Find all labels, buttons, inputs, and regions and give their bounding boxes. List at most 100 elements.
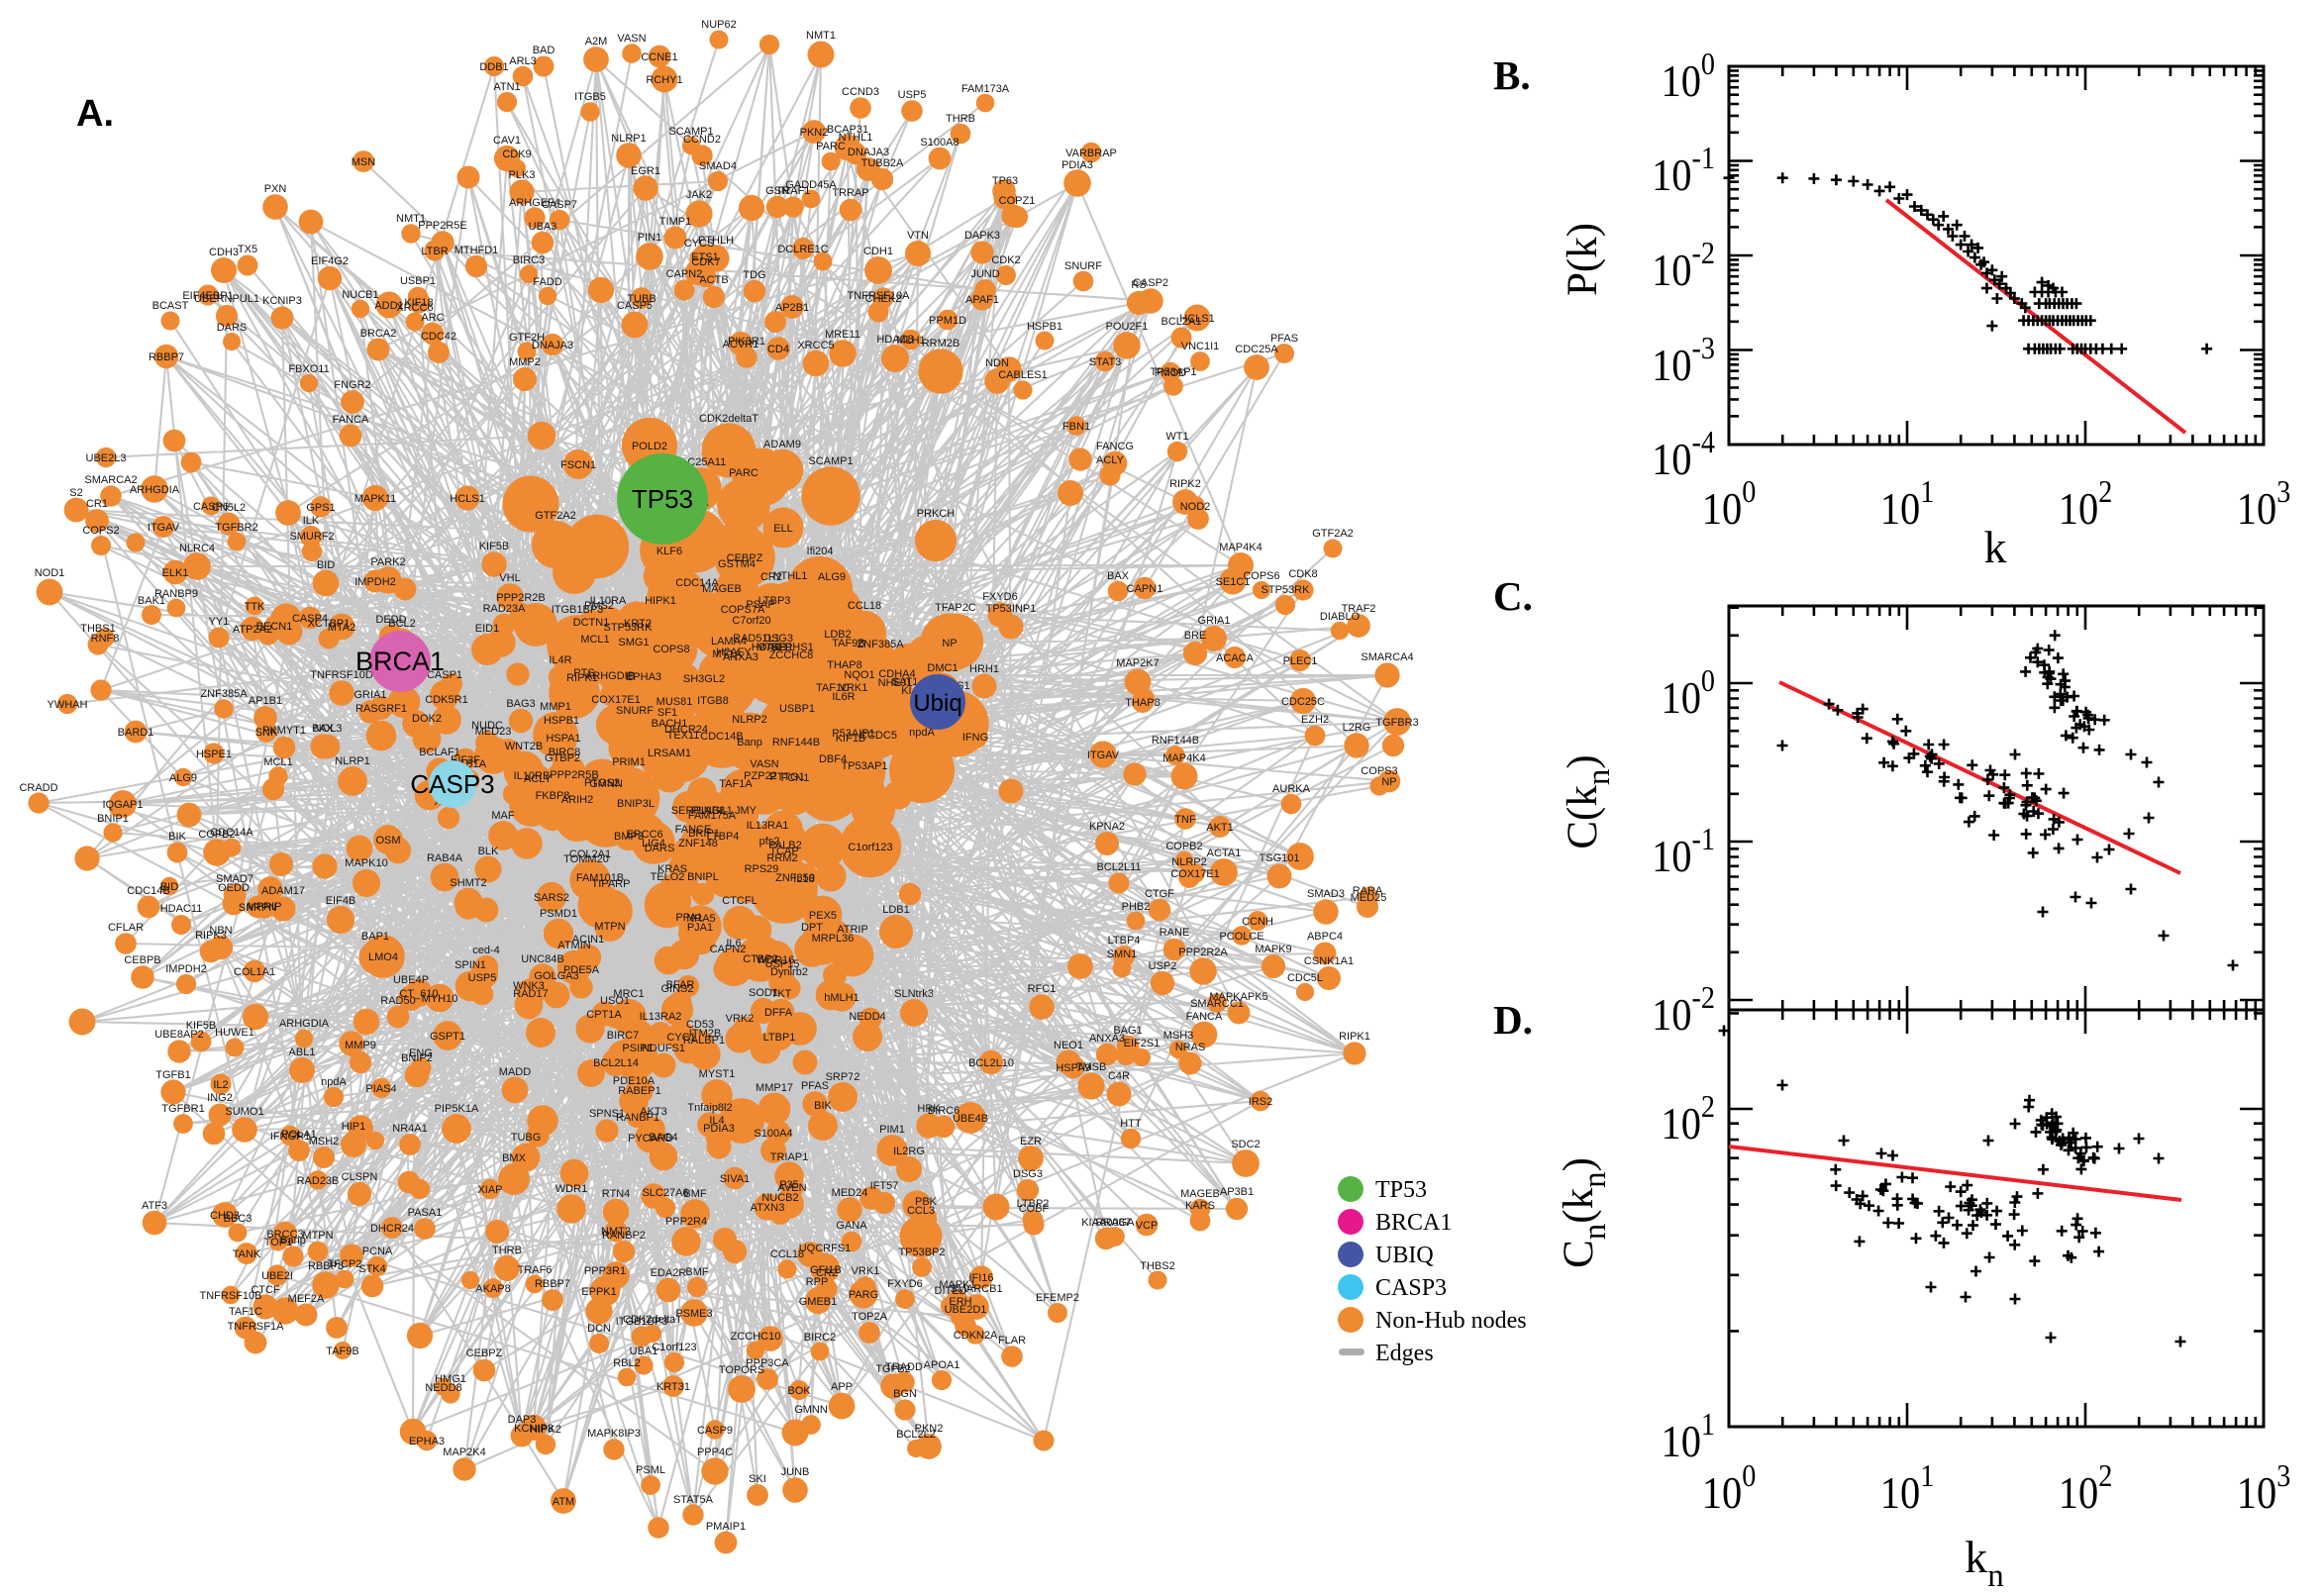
svg-text:TELO2: TELO2 xyxy=(651,871,685,883)
svg-text:IL10RA: IL10RA xyxy=(590,595,627,607)
svg-text:POLA1: POLA1 xyxy=(281,1129,316,1141)
svg-text:UBE2L3: UBE2L3 xyxy=(86,452,127,464)
svg-text:RNF8: RNF8 xyxy=(91,633,120,645)
svg-text:CCDC5: CCDC5 xyxy=(859,730,897,742)
svg-text:AP1B1: AP1B1 xyxy=(249,695,282,707)
svg-text:ZNF350: ZNF350 xyxy=(775,872,815,884)
svg-text:XRCC5: XRCC5 xyxy=(797,340,834,351)
svg-text:B.: B. xyxy=(1493,52,1531,98)
svg-text:HSPA1: HSPA1 xyxy=(546,733,580,745)
svg-text:GMNN: GMNN xyxy=(589,778,623,790)
svg-text:FAM173A: FAM173A xyxy=(961,83,1010,95)
svg-text:MAGEB: MAGEB xyxy=(702,583,742,595)
svg-text:AP3B1: AP3B1 xyxy=(1220,1186,1254,1198)
svg-text:DCN: DCN xyxy=(587,1323,611,1335)
svg-text:PPP4C: PPP4C xyxy=(697,1446,733,1458)
svg-text:RAB4A: RAB4A xyxy=(427,852,463,864)
svg-text:TCAP: TCAP xyxy=(769,846,798,857)
svg-text:BARD1: BARD1 xyxy=(118,727,154,739)
svg-text:RFC1: RFC1 xyxy=(1028,983,1057,995)
svg-text:XIAP: XIAP xyxy=(477,1184,502,1196)
svg-text:NLRC4: NLRC4 xyxy=(179,543,215,554)
svg-text:RPS29: RPS29 xyxy=(745,863,779,875)
svg-text:DARS: DARS xyxy=(217,322,248,334)
svg-text:ITGAV: ITGAV xyxy=(1087,749,1120,761)
svg-text:NRA5: NRA5 xyxy=(686,913,715,925)
svg-text:TGFB2: TGFB2 xyxy=(875,1363,910,1375)
svg-text:TMSB: TMSB xyxy=(1076,1061,1107,1073)
svg-text:BMX: BMX xyxy=(502,1152,527,1164)
svg-text:RRM2B: RRM2B xyxy=(922,338,960,349)
svg-text:CEBPZ: CEBPZ xyxy=(466,1347,503,1359)
svg-text:SKI: SKI xyxy=(749,1473,766,1485)
svg-text:ERH: ERH xyxy=(949,1296,971,1308)
svg-text:PTS: PTS xyxy=(573,667,594,679)
svg-text:PIP5K1A: PIP5K1A xyxy=(435,1103,479,1115)
svg-text:PIK3R1: PIK3R1 xyxy=(728,336,765,348)
svg-text:LTBP4: LTBP4 xyxy=(707,831,740,843)
svg-text:GFI1B: GFI1B xyxy=(810,1264,842,1276)
svg-text:JUND: JUND xyxy=(970,268,999,280)
svg-text:GSTM4: GSTM4 xyxy=(718,558,756,570)
svg-text:EDA2R: EDA2R xyxy=(651,1267,687,1279)
svg-text:CCND3: CCND3 xyxy=(842,86,879,98)
svg-text:MTBP: MTBP xyxy=(757,642,787,653)
svg-text:DBF4: DBF4 xyxy=(819,753,847,765)
svg-text:CDH1: CDH1 xyxy=(863,246,893,257)
svg-text:BRCA1: BRCA1 xyxy=(1375,1210,1452,1236)
svg-text:SMARCA2: SMARCA2 xyxy=(84,474,137,486)
svg-text:TUBB2A: TUBB2A xyxy=(861,157,904,169)
svg-text:VASN: VASN xyxy=(750,758,778,770)
svg-text:SF1: SF1 xyxy=(657,707,677,719)
svg-text:DSG3: DSG3 xyxy=(1013,1168,1043,1180)
svg-text:EFEMP2: EFEMP2 xyxy=(1036,1292,1079,1304)
svg-text:IL6R: IL6R xyxy=(832,691,855,703)
svg-text:IL2: IL2 xyxy=(213,1079,228,1091)
svg-text:POLD2: POLD2 xyxy=(632,441,667,452)
svg-text:CEBPB: CEBPB xyxy=(124,954,160,966)
svg-text:PDIA3: PDIA3 xyxy=(1061,159,1093,171)
svg-text:CCL18: CCL18 xyxy=(770,1248,804,1260)
svg-text:EPHA3: EPHA3 xyxy=(626,671,661,683)
svg-text:PIN1: PIN1 xyxy=(638,232,661,244)
svg-text:TP53: TP53 xyxy=(632,484,693,514)
svg-text:ced-4: ced-4 xyxy=(472,945,500,956)
svg-text:COPS7A: COPS7A xyxy=(721,604,765,616)
svg-text:BMF: BMF xyxy=(683,1188,707,1200)
svg-text:MYST1: MYST1 xyxy=(699,1068,736,1080)
svg-text:MRC1: MRC1 xyxy=(613,988,644,1000)
svg-text:BRCA1: BRCA1 xyxy=(355,647,445,676)
svg-text:S100A4: S100A4 xyxy=(754,1128,792,1140)
svg-text:MTPN: MTPN xyxy=(302,1230,333,1242)
svg-text:KIF1B: KIF1B xyxy=(836,733,866,745)
svg-text:CDK2: CDK2 xyxy=(991,254,1020,266)
svg-text:CRADD: CRADD xyxy=(19,782,57,794)
svg-text:GANA: GANA xyxy=(836,1220,867,1232)
svg-text:JAK2: JAK2 xyxy=(686,189,712,201)
svg-text:BGN: BGN xyxy=(893,1388,917,1400)
svg-text:IL4: IL4 xyxy=(709,1115,724,1127)
svg-text:CCNE1: CCNE1 xyxy=(641,51,677,63)
svg-text:CASP6: CASP6 xyxy=(193,501,229,513)
svg-text:CABLES1: CABLES1 xyxy=(998,369,1048,381)
svg-text:BMP3: BMP3 xyxy=(614,831,644,843)
svg-text:CCND2: CCND2 xyxy=(683,134,721,146)
svg-text:TRADD: TRADD xyxy=(885,1361,923,1373)
svg-text:PFAS: PFAS xyxy=(801,1080,829,1092)
svg-text:RBBP7: RBBP7 xyxy=(149,351,184,363)
svg-text:k: k xyxy=(1984,522,2007,572)
svg-text:MSN: MSN xyxy=(352,156,376,168)
svg-text:JUNB: JUNB xyxy=(781,1466,810,1478)
svg-text:MSH2: MSH2 xyxy=(309,1136,340,1147)
svg-text:S100A8: S100A8 xyxy=(920,137,959,149)
svg-text:FANCG: FANCG xyxy=(1096,441,1134,452)
svg-text:SRP72: SRP72 xyxy=(826,1071,860,1083)
svg-text:NR4A1: NR4A1 xyxy=(392,1123,427,1135)
svg-text:ILK: ILK xyxy=(303,515,320,527)
svg-text:CCL18: CCL18 xyxy=(848,600,881,612)
svg-text:SMAD3: SMAD3 xyxy=(1307,888,1345,900)
svg-text:PBK: PBK xyxy=(915,1196,938,1208)
svg-text:STP53RK: STP53RK xyxy=(1262,584,1311,596)
svg-text:ARHGDIA: ARHGDIA xyxy=(130,484,180,496)
svg-text:SE1C1: SE1C1 xyxy=(1216,576,1251,588)
